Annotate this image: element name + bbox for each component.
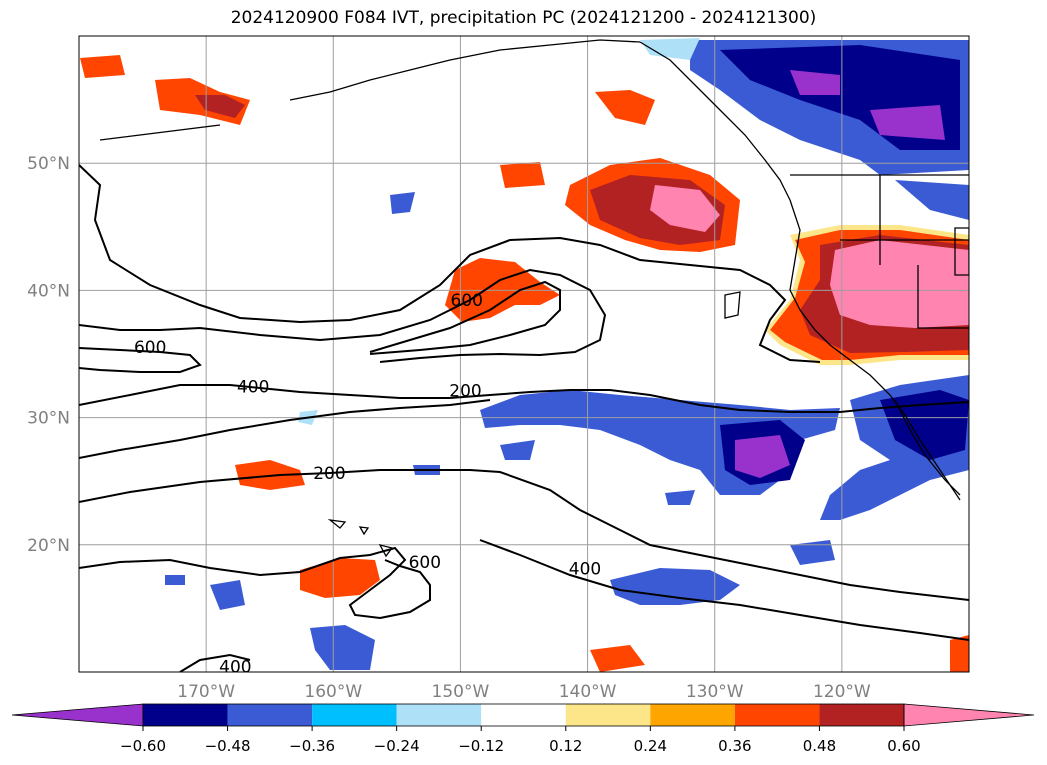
plot-frame [78, 35, 970, 673]
lat-tick-label: 20°N [27, 536, 70, 556]
longitude-labels: 170°W 160°W 150°W 140°W 130°W 120°W [177, 682, 871, 702]
shade-positive-s3 [590, 645, 645, 672]
gridlines [79, 36, 969, 672]
coastline-alaska [289, 39, 641, 101]
ivt-contour-600-upper [369, 280, 561, 355]
shade-negative-se-dark [880, 390, 969, 460]
lat-tick-label: 30°N [27, 409, 70, 429]
lat-tick-label: 50°N [27, 154, 70, 174]
colorbar-segment [481, 704, 566, 726]
colorbar-frame [142, 703, 905, 727]
colorbar-segment [819, 704, 904, 726]
island-1 [724, 291, 741, 319]
coastline-westcoast [789, 199, 961, 501]
shade-positive-c1c [595, 90, 655, 125]
shade-light-ne [640, 38, 700, 60]
ivt-contour-200-south [79, 469, 969, 601]
colorbar-tick-label: 0.60 [887, 737, 920, 755]
shade-negative-ne-east [895, 180, 969, 220]
lon-tick-label: 140°W [559, 682, 617, 702]
shade-negative-s4 [665, 490, 695, 505]
colorbar-extend-right [903, 703, 1035, 727]
colorbar-tick-label: 0.12 [549, 737, 582, 755]
shade-small-4 [165, 575, 185, 585]
contour-label: 600 [451, 291, 483, 311]
shade-negative-s [610, 568, 740, 605]
colorbar: −0.60 −0.48 −0.36 −0.24 −0.12 0.12 0.24 0.36 0.4… [11, 703, 1035, 755]
shade-positive-nw2 [80, 55, 125, 78]
shade-positive-nw1-red [195, 95, 245, 118]
shade-positive-c1-pink [650, 185, 720, 232]
ivt-contour-600-west [79, 347, 202, 373]
coastline-bc [639, 41, 791, 201]
lon-tick-label: 160°W [304, 682, 362, 702]
ivt-contour-400-upper [79, 268, 607, 363]
contour-label: 400 [219, 657, 251, 677]
border-state-4 [954, 227, 969, 276]
contour-label: 400 [237, 378, 269, 398]
colorbar-segment [143, 704, 228, 726]
contour-label: 200 [449, 381, 481, 401]
colorbar-tick-label: −0.24 [374, 737, 420, 755]
contour-label: 600 [134, 338, 166, 358]
lat-tick-label: 40°N [27, 281, 70, 301]
colorbar-segment [565, 704, 651, 726]
shade-small-2 [390, 192, 415, 214]
colorbar-segment [396, 704, 482, 726]
map-title: 2024120900 F084 IVT, precipitation PC (2… [230, 8, 817, 28]
colorbar-segment [650, 704, 735, 726]
colorbar-segment [312, 704, 397, 726]
shade-negative-c2 [500, 440, 535, 460]
colorbar-segment [734, 704, 820, 726]
ivt-contour-400-se [479, 539, 969, 641]
shade-positive-ca-pink [830, 240, 969, 328]
latitude-labels: 50°N 40°N 30°N 20°N [27, 154, 70, 556]
lon-tick-label: 170°W [177, 682, 235, 702]
colorbar-tick-label: −0.48 [205, 737, 251, 755]
coastlines [99, 39, 969, 558]
shade-positive-c1b [500, 162, 545, 188]
colorbar-extend-left [11, 703, 144, 727]
colorbar-tick-label: −0.12 [458, 737, 504, 755]
ivt-contour-200-upper [79, 164, 821, 363]
coastline-baja [894, 399, 961, 496]
shade-negative-s3 [210, 580, 245, 610]
border-state-3 [917, 265, 969, 329]
shade-negative-s2 [310, 625, 375, 670]
contour-label: 600 [409, 553, 441, 573]
shade-negative-ne-purple [790, 70, 840, 95]
colorbar-tick-label: 0.24 [634, 737, 667, 755]
shade-negative-ne-purple2 [870, 105, 945, 140]
ivt-contour-400-mid [79, 384, 969, 413]
lon-tick-label: 150°W [432, 682, 490, 702]
shade-negative-se2 [790, 540, 835, 565]
lon-tick-label: 120°W [813, 682, 871, 702]
shade-positive-s1 [300, 558, 380, 598]
contour-label: 400 [569, 560, 601, 580]
colorbar-segment [227, 704, 313, 726]
colorbar-tick-label: −0.60 [120, 737, 166, 755]
colorbar-tick-label: −0.36 [289, 737, 335, 755]
shade-negative-c-purple [735, 435, 790, 478]
colorbar-tick-label: 0.48 [803, 737, 836, 755]
ivt-contour-400-south [79, 546, 431, 620]
contour-label: 200 [313, 464, 345, 484]
shade-positive-s4 [950, 635, 969, 672]
ivt-contours [79, 164, 969, 672]
coastline-aleutians [99, 124, 221, 141]
ivt-contour-400-bottom [179, 653, 251, 672]
lon-tick-label: 130°W [686, 682, 744, 702]
colorbar-tick-label: 0.36 [718, 737, 751, 755]
ivt-contour-200-mid [79, 399, 491, 459]
